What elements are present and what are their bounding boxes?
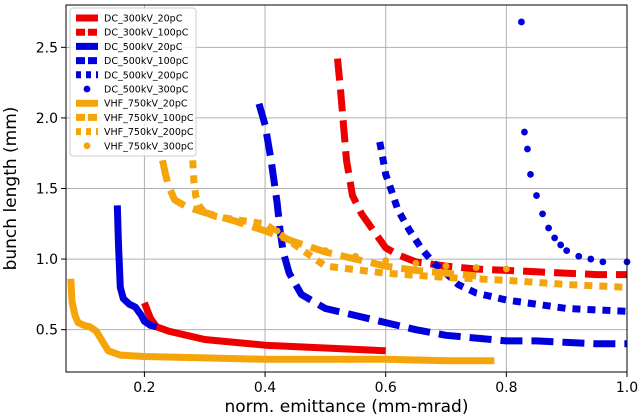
legend-item: VHF_750kV_20pC	[76, 99, 188, 110]
x-axis-label: norm. emittance (mm-mrad)	[225, 397, 469, 417]
series-vhf-750kv-200pc	[189, 160, 628, 291]
legend-item: VHF_750kV_300pC	[83, 141, 194, 152]
legend: DC_300kV_20pC DC_300kV_100pC DC_500kV_20pC…	[69, 7, 197, 157]
series-line	[189, 160, 628, 291]
data-point	[502, 265, 510, 273]
legend-item: VHF_750kV_200pC	[76, 127, 194, 138]
data-point	[539, 210, 546, 218]
legend-item: DC_500kV_200pC	[76, 70, 189, 81]
data-point	[352, 252, 359, 260]
legend-item: VHF_750kV_100pC	[76, 113, 194, 124]
legend-label: VHF_750kV_300pC	[104, 141, 194, 152]
series-dc-500kv-100pc	[255, 102, 627, 348]
data-point	[551, 234, 559, 242]
x-tick-label: 0.8	[495, 380, 517, 396]
legend-item: DC_500kV_20pC	[76, 42, 183, 53]
y-tick-label: 0.5	[36, 323, 58, 339]
legend-marker	[83, 142, 91, 150]
series-line	[67, 278, 495, 365]
data-point	[575, 252, 583, 260]
y-tick-label: 2.5	[36, 40, 58, 56]
series-layer	[67, 18, 631, 365]
series-vhf-750kv-20pc	[67, 278, 495, 365]
data-point	[587, 255, 595, 263]
legend-item: DC_300kV_20pC	[76, 14, 183, 25]
x-tick-label: 0.4	[254, 380, 276, 396]
x-tick-label: 0.2	[133, 380, 155, 396]
data-point	[533, 192, 540, 199]
legend-box	[69, 7, 197, 157]
y-tick-label: 1.0	[36, 252, 58, 268]
data-point	[518, 18, 525, 26]
series-dc-500kv-20pc	[113, 205, 158, 331]
legend-item: DC_500kV_300pC	[83, 85, 189, 96]
legend-label: DC_500kV_300pC	[104, 85, 189, 96]
x-tick-label: 0.6	[375, 380, 397, 396]
data-point	[557, 241, 565, 249]
data-point	[382, 257, 390, 264]
axis-ticks: 0.2 0.4 0.6 0.8 1.0 0.5 1.0 1.5 2.0 2.5	[36, 40, 638, 396]
series-vhf-750kv-100pc	[159, 159, 477, 280]
data-point	[524, 145, 531, 153]
legend-item: DC_500kV_100pC	[76, 56, 189, 67]
data-point	[545, 224, 552, 232]
legend-label: DC_500kV_20pC	[104, 42, 183, 53]
data-point	[599, 258, 607, 266]
x-tick-label: 1.0	[616, 380, 638, 396]
legend-label: VHF_750kV_100pC	[104, 113, 194, 124]
legend-item: DC_300kV_100pC	[76, 28, 189, 39]
data-point	[521, 128, 528, 136]
legend-marker	[83, 85, 91, 93]
data-point	[273, 227, 281, 235]
data-point	[527, 170, 534, 178]
legend-label: VHF_750kV_20pC	[104, 99, 188, 110]
series-line	[113, 205, 158, 331]
legend-label: DC_500kV_100pC	[104, 56, 189, 67]
data-point	[412, 259, 420, 267]
legend-label: DC_300kV_20pC	[104, 14, 183, 25]
legend-label: DC_500kV_200pC	[104, 70, 189, 81]
y-axis-label: bunch length (mm)	[1, 107, 21, 271]
data-point	[321, 247, 329, 255]
series-line	[255, 102, 627, 348]
legend-label: DC_300kV_100pC	[104, 28, 189, 39]
data-point	[472, 264, 480, 271]
y-tick-label: 1.5	[36, 182, 58, 198]
y-tick-label: 2.0	[36, 111, 58, 127]
series-line	[159, 159, 477, 280]
series-vhf-750kv-300pc	[273, 227, 510, 273]
data-point	[291, 238, 299, 246]
data-point	[563, 247, 571, 255]
data-point	[442, 262, 450, 270]
legend-label: VHF_750kV_200pC	[104, 127, 194, 138]
